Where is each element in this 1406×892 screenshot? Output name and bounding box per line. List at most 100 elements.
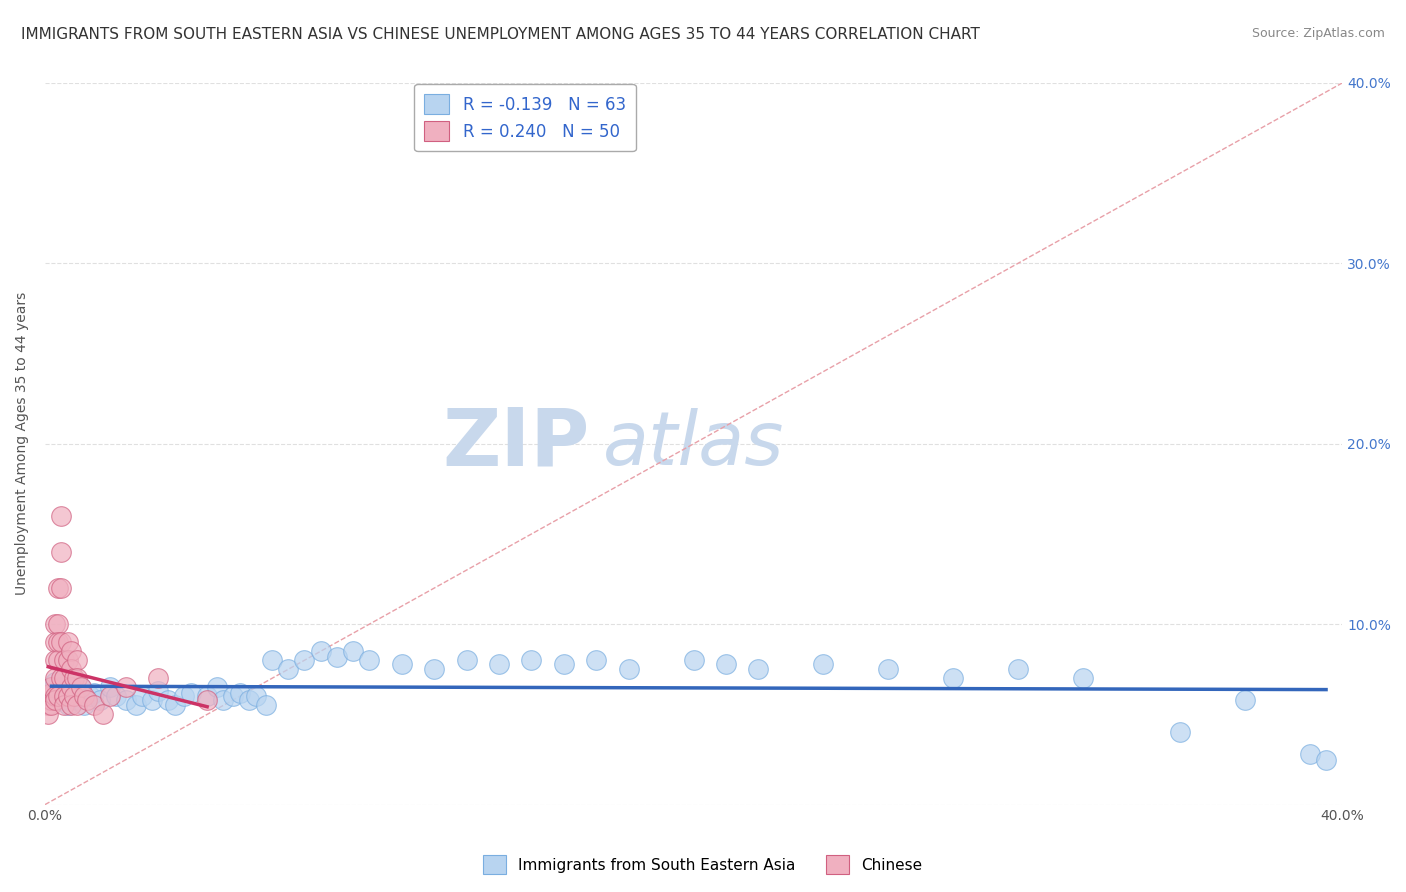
Point <box>41 686 63 700</box>
Point <box>53 671 76 685</box>
Point <box>682 653 704 667</box>
Point <box>309 644 332 658</box>
Point <box>79 690 101 704</box>
Point <box>46 690 69 704</box>
Point <box>63 671 86 685</box>
Point <box>105 690 128 704</box>
Point <box>66 693 89 707</box>
Point <box>44 653 66 667</box>
Point <box>53 690 76 704</box>
Point <box>115 693 138 707</box>
Point <box>115 681 138 695</box>
Point <box>747 662 769 676</box>
Point <box>66 698 89 713</box>
Point <box>1168 725 1191 739</box>
Point <box>1071 671 1094 685</box>
Point <box>56 653 79 667</box>
Point <box>277 662 299 676</box>
Point <box>212 693 235 707</box>
Point <box>53 653 76 667</box>
Point <box>46 653 69 667</box>
Point <box>59 698 82 713</box>
Point <box>59 681 82 695</box>
Point <box>53 698 76 713</box>
Point <box>520 653 543 667</box>
Point <box>93 707 115 722</box>
Text: atlas: atlas <box>603 408 785 480</box>
Point <box>59 686 82 700</box>
Point <box>63 690 86 704</box>
Point <box>1233 693 1256 707</box>
Point <box>69 681 91 695</box>
Point <box>326 649 349 664</box>
Point <box>51 690 73 704</box>
Point <box>195 693 218 707</box>
Point <box>73 698 96 713</box>
Point <box>66 653 89 667</box>
Point <box>44 671 66 685</box>
Point <box>173 690 195 704</box>
Text: ZIP: ZIP <box>443 405 591 483</box>
Point <box>254 698 277 713</box>
Point <box>37 690 59 704</box>
Point <box>46 581 69 595</box>
Point <box>69 681 91 695</box>
Point <box>44 635 66 649</box>
Legend: R = -0.139   N = 63, R = 0.240   N = 50: R = -0.139 N = 63, R = 0.240 N = 50 <box>415 84 636 152</box>
Point <box>157 693 180 707</box>
Point <box>488 657 510 671</box>
Point <box>148 671 170 685</box>
Point <box>66 671 89 685</box>
Y-axis label: Unemployment Among Ages 35 to 44 years: Unemployment Among Ages 35 to 44 years <box>15 293 30 595</box>
Point <box>41 681 63 695</box>
Point <box>98 681 121 695</box>
Text: Source: ZipAtlas.com: Source: ZipAtlas.com <box>1251 27 1385 40</box>
Point <box>73 690 96 704</box>
Point <box>63 690 86 704</box>
Point <box>585 653 607 667</box>
Point <box>141 693 163 707</box>
Point <box>37 698 59 713</box>
Point <box>59 644 82 658</box>
Point <box>245 690 267 704</box>
Point <box>44 674 66 689</box>
Point <box>125 698 148 713</box>
Point <box>238 693 260 707</box>
Point <box>131 690 153 704</box>
Point <box>46 635 69 649</box>
Point <box>714 657 737 671</box>
Point <box>51 508 73 523</box>
Point <box>205 681 228 695</box>
Point <box>44 690 66 704</box>
Point <box>260 653 283 667</box>
Point <box>1299 747 1322 761</box>
Point <box>41 690 63 704</box>
Point <box>56 698 79 713</box>
Point <box>1007 662 1029 676</box>
Point <box>228 686 250 700</box>
Point <box>942 671 965 685</box>
Point <box>76 693 98 707</box>
Point <box>89 693 111 707</box>
Point <box>294 653 316 667</box>
Point <box>37 693 59 707</box>
Point <box>56 635 79 649</box>
Point <box>41 693 63 707</box>
Point <box>148 684 170 698</box>
Point <box>44 693 66 707</box>
Point <box>553 657 575 671</box>
Point <box>359 653 381 667</box>
Point <box>46 693 69 707</box>
Point <box>222 690 245 704</box>
Point <box>423 662 446 676</box>
Point <box>195 690 218 704</box>
Point <box>51 681 73 695</box>
Point <box>83 698 105 713</box>
Point <box>51 671 73 685</box>
Point <box>53 693 76 707</box>
Point <box>180 686 202 700</box>
Point <box>617 662 640 676</box>
Point <box>83 686 105 700</box>
Point <box>41 681 63 695</box>
Point <box>342 644 364 658</box>
